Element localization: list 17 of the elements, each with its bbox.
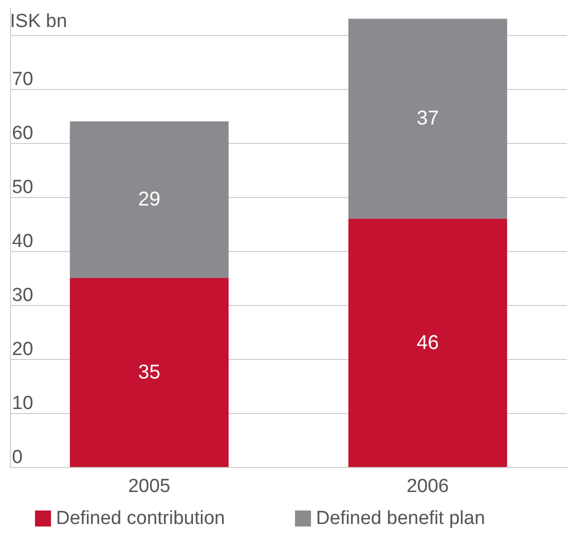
y-tick-label: 10 [12,393,34,414]
legend-label: Defined contribution [56,508,225,529]
x-tick-label: 2006 [406,476,449,497]
data-label: 29 [138,188,160,211]
y-tick-label: 20 [12,339,34,360]
legend-label: Defined benefit plan [316,508,486,529]
data-label: 46 [416,332,439,354]
y-tick-label: 70 [12,69,34,90]
x-tick-label: 2005 [128,476,170,497]
y-tick-label: 30 [12,285,34,306]
y-tick-label: 0 [12,447,23,468]
y-tick-label: 50 [12,177,34,198]
data-label: 35 [138,362,160,384]
y-axis-title: ISK bn [10,11,68,32]
data-label: 37 [416,108,439,130]
y-tick-label: 40 [12,231,34,252]
y-tick-label: 60 [12,123,34,144]
